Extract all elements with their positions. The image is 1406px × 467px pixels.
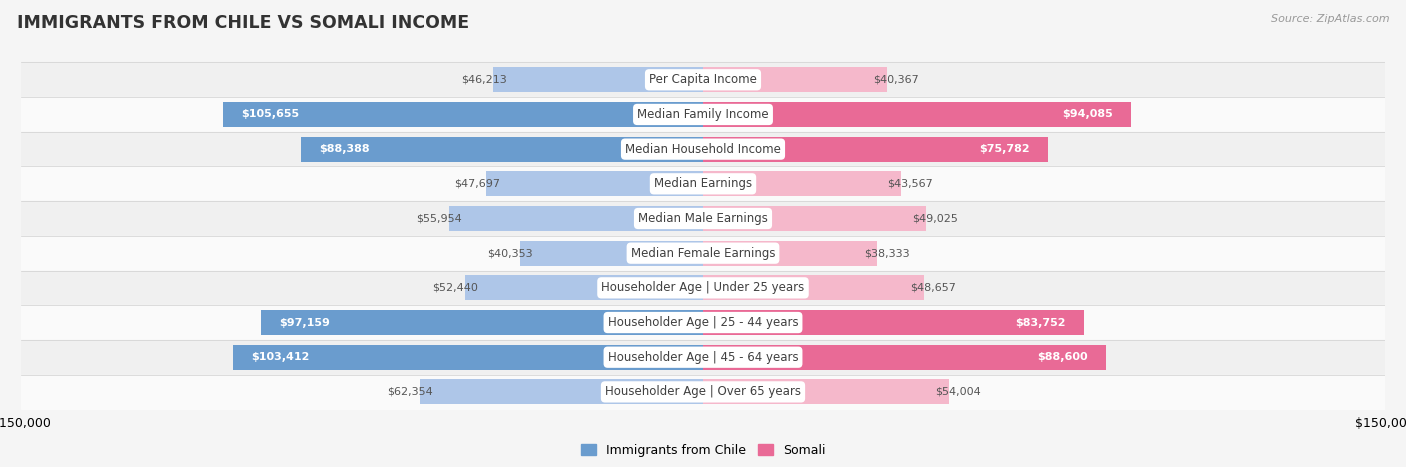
Bar — [703, 276, 924, 300]
Text: $40,353: $40,353 — [488, 248, 533, 258]
Text: $52,440: $52,440 — [433, 283, 478, 293]
Bar — [486, 171, 703, 196]
Bar — [703, 206, 927, 231]
Text: Median Male Earnings: Median Male Earnings — [638, 212, 768, 225]
Bar — [21, 340, 1385, 375]
Bar — [464, 276, 703, 300]
Text: $88,600: $88,600 — [1038, 352, 1088, 362]
Text: $83,752: $83,752 — [1015, 318, 1066, 327]
Text: $46,213: $46,213 — [461, 75, 506, 85]
Text: Median Family Income: Median Family Income — [637, 108, 769, 121]
Bar — [21, 236, 1385, 270]
Bar — [21, 97, 1385, 132]
Text: Householder Age | 25 - 44 years: Householder Age | 25 - 44 years — [607, 316, 799, 329]
Text: Median Earnings: Median Earnings — [654, 177, 752, 191]
Bar — [21, 63, 1385, 97]
Text: $49,025: $49,025 — [912, 213, 957, 224]
Text: Median Household Income: Median Household Income — [626, 142, 780, 156]
Bar — [494, 67, 703, 92]
Text: $88,388: $88,388 — [319, 144, 370, 154]
Text: Median Female Earnings: Median Female Earnings — [631, 247, 775, 260]
Text: Householder Age | Under 25 years: Householder Age | Under 25 years — [602, 281, 804, 294]
Bar — [703, 102, 1130, 127]
Bar — [21, 270, 1385, 305]
Text: $105,655: $105,655 — [240, 109, 299, 120]
Legend: Immigrants from Chile, Somali: Immigrants from Chile, Somali — [576, 440, 830, 461]
Text: IMMIGRANTS FROM CHILE VS SOMALI INCOME: IMMIGRANTS FROM CHILE VS SOMALI INCOME — [17, 14, 470, 32]
Bar — [703, 379, 949, 404]
Bar — [21, 201, 1385, 236]
Bar — [233, 345, 703, 370]
Bar — [21, 166, 1385, 201]
Text: $62,354: $62,354 — [388, 387, 433, 397]
Text: Householder Age | Over 65 years: Householder Age | Over 65 years — [605, 385, 801, 398]
Text: Per Capita Income: Per Capita Income — [650, 73, 756, 86]
Text: $94,085: $94,085 — [1062, 109, 1112, 120]
Text: $75,782: $75,782 — [979, 144, 1029, 154]
Bar — [262, 310, 703, 335]
Bar — [21, 132, 1385, 166]
Text: $55,954: $55,954 — [416, 213, 463, 224]
Bar — [703, 310, 1084, 335]
Bar — [222, 102, 703, 127]
Bar — [703, 171, 901, 196]
Bar — [703, 137, 1047, 162]
Bar — [21, 305, 1385, 340]
Bar — [21, 375, 1385, 409]
Bar — [449, 206, 703, 231]
Text: $40,367: $40,367 — [873, 75, 918, 85]
Text: $38,333: $38,333 — [863, 248, 910, 258]
Text: Householder Age | 45 - 64 years: Householder Age | 45 - 64 years — [607, 351, 799, 364]
Bar — [520, 241, 703, 266]
Bar — [301, 137, 703, 162]
Text: $43,567: $43,567 — [887, 179, 934, 189]
Text: $48,657: $48,657 — [911, 283, 956, 293]
Text: $47,697: $47,697 — [454, 179, 499, 189]
Text: $97,159: $97,159 — [280, 318, 330, 327]
Text: $103,412: $103,412 — [252, 352, 309, 362]
Bar — [703, 345, 1105, 370]
Text: $54,004: $54,004 — [935, 387, 980, 397]
Bar — [703, 67, 887, 92]
Text: Source: ZipAtlas.com: Source: ZipAtlas.com — [1271, 14, 1389, 24]
Bar — [703, 241, 877, 266]
Bar — [419, 379, 703, 404]
